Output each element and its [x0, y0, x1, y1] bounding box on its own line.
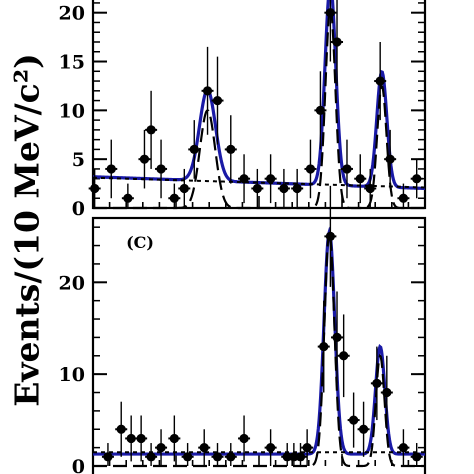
data-point: [325, 8, 335, 18]
y-tick-label: 5: [72, 149, 85, 171]
data-point: [199, 443, 209, 453]
data-point: [90, 183, 100, 194]
data-point: [189, 144, 199, 155]
data-point: [372, 378, 382, 388]
plot-frame: [91, 216, 427, 474]
data-point: [385, 154, 395, 164]
data-point: [319, 341, 329, 352]
data-point: [292, 183, 302, 194]
data-point: [305, 164, 316, 174]
data-point: [212, 452, 223, 462]
data-point: [412, 452, 422, 462]
data-point: [289, 452, 299, 462]
panel-label: (C): [126, 233, 154, 252]
data-point: [295, 452, 306, 462]
data-point: [146, 125, 156, 135]
data-point: [398, 443, 409, 453]
data-point: [342, 164, 352, 174]
data-point: [266, 443, 276, 453]
data-point: [252, 183, 262, 194]
signal-dash-curve: [93, 227, 425, 468]
y-tick-label: 10: [59, 364, 85, 386]
y-axis-label: Events/(10 MeV/c²): [6, 53, 48, 407]
data-point: [365, 183, 375, 194]
data-point: [103, 452, 113, 462]
y-tick-label: 15: [59, 52, 85, 74]
data-point: [279, 183, 289, 194]
data-point: [169, 193, 179, 203]
y-axis-label-text: Events/(10 MeV/c²): [7, 53, 47, 407]
data-point: [106, 164, 116, 174]
total-fit-curve: [93, 226, 425, 456]
data-point: [339, 351, 349, 361]
data-point: [382, 387, 392, 398]
data-point: [123, 193, 133, 203]
bottom-panel: 0 10 20 (C): [59, 185, 427, 474]
data-point: [202, 86, 213, 96]
data-point: [332, 332, 342, 343]
top-panel: 0 5 10 15 20: [59, 0, 427, 220]
y-tick-label: 20: [59, 3, 85, 25]
data-point: [183, 452, 193, 462]
data-point: [239, 433, 249, 444]
data-point: [398, 193, 409, 203]
data-point: [355, 174, 365, 184]
data-point: [358, 424, 369, 434]
data-point: [266, 174, 276, 184]
data-point: [226, 452, 236, 462]
y-tick-label: 10: [59, 100, 85, 122]
data-point: [156, 443, 166, 453]
data-point: [349, 415, 359, 425]
data-point: [315, 105, 326, 115]
data-point: [212, 95, 223, 106]
data-point: [116, 424, 126, 434]
data-point: [239, 174, 249, 184]
data-point: [126, 433, 136, 444]
data-point: [282, 452, 292, 462]
data-point: [226, 144, 236, 155]
data-point: [325, 231, 335, 241]
data-point: [375, 76, 385, 86]
y-tick-label: 0: [72, 198, 85, 220]
data-point: [139, 154, 150, 164]
data-point: [169, 433, 179, 444]
data-point: [156, 164, 166, 174]
data-point: [146, 452, 156, 462]
data-point: [412, 174, 422, 184]
y-tick-label: 20: [59, 272, 85, 294]
data-point: [136, 433, 146, 444]
data-point: [302, 443, 312, 453]
y-tick-label: 0: [72, 456, 85, 474]
data-point: [332, 37, 342, 47]
data-point: [179, 183, 189, 194]
